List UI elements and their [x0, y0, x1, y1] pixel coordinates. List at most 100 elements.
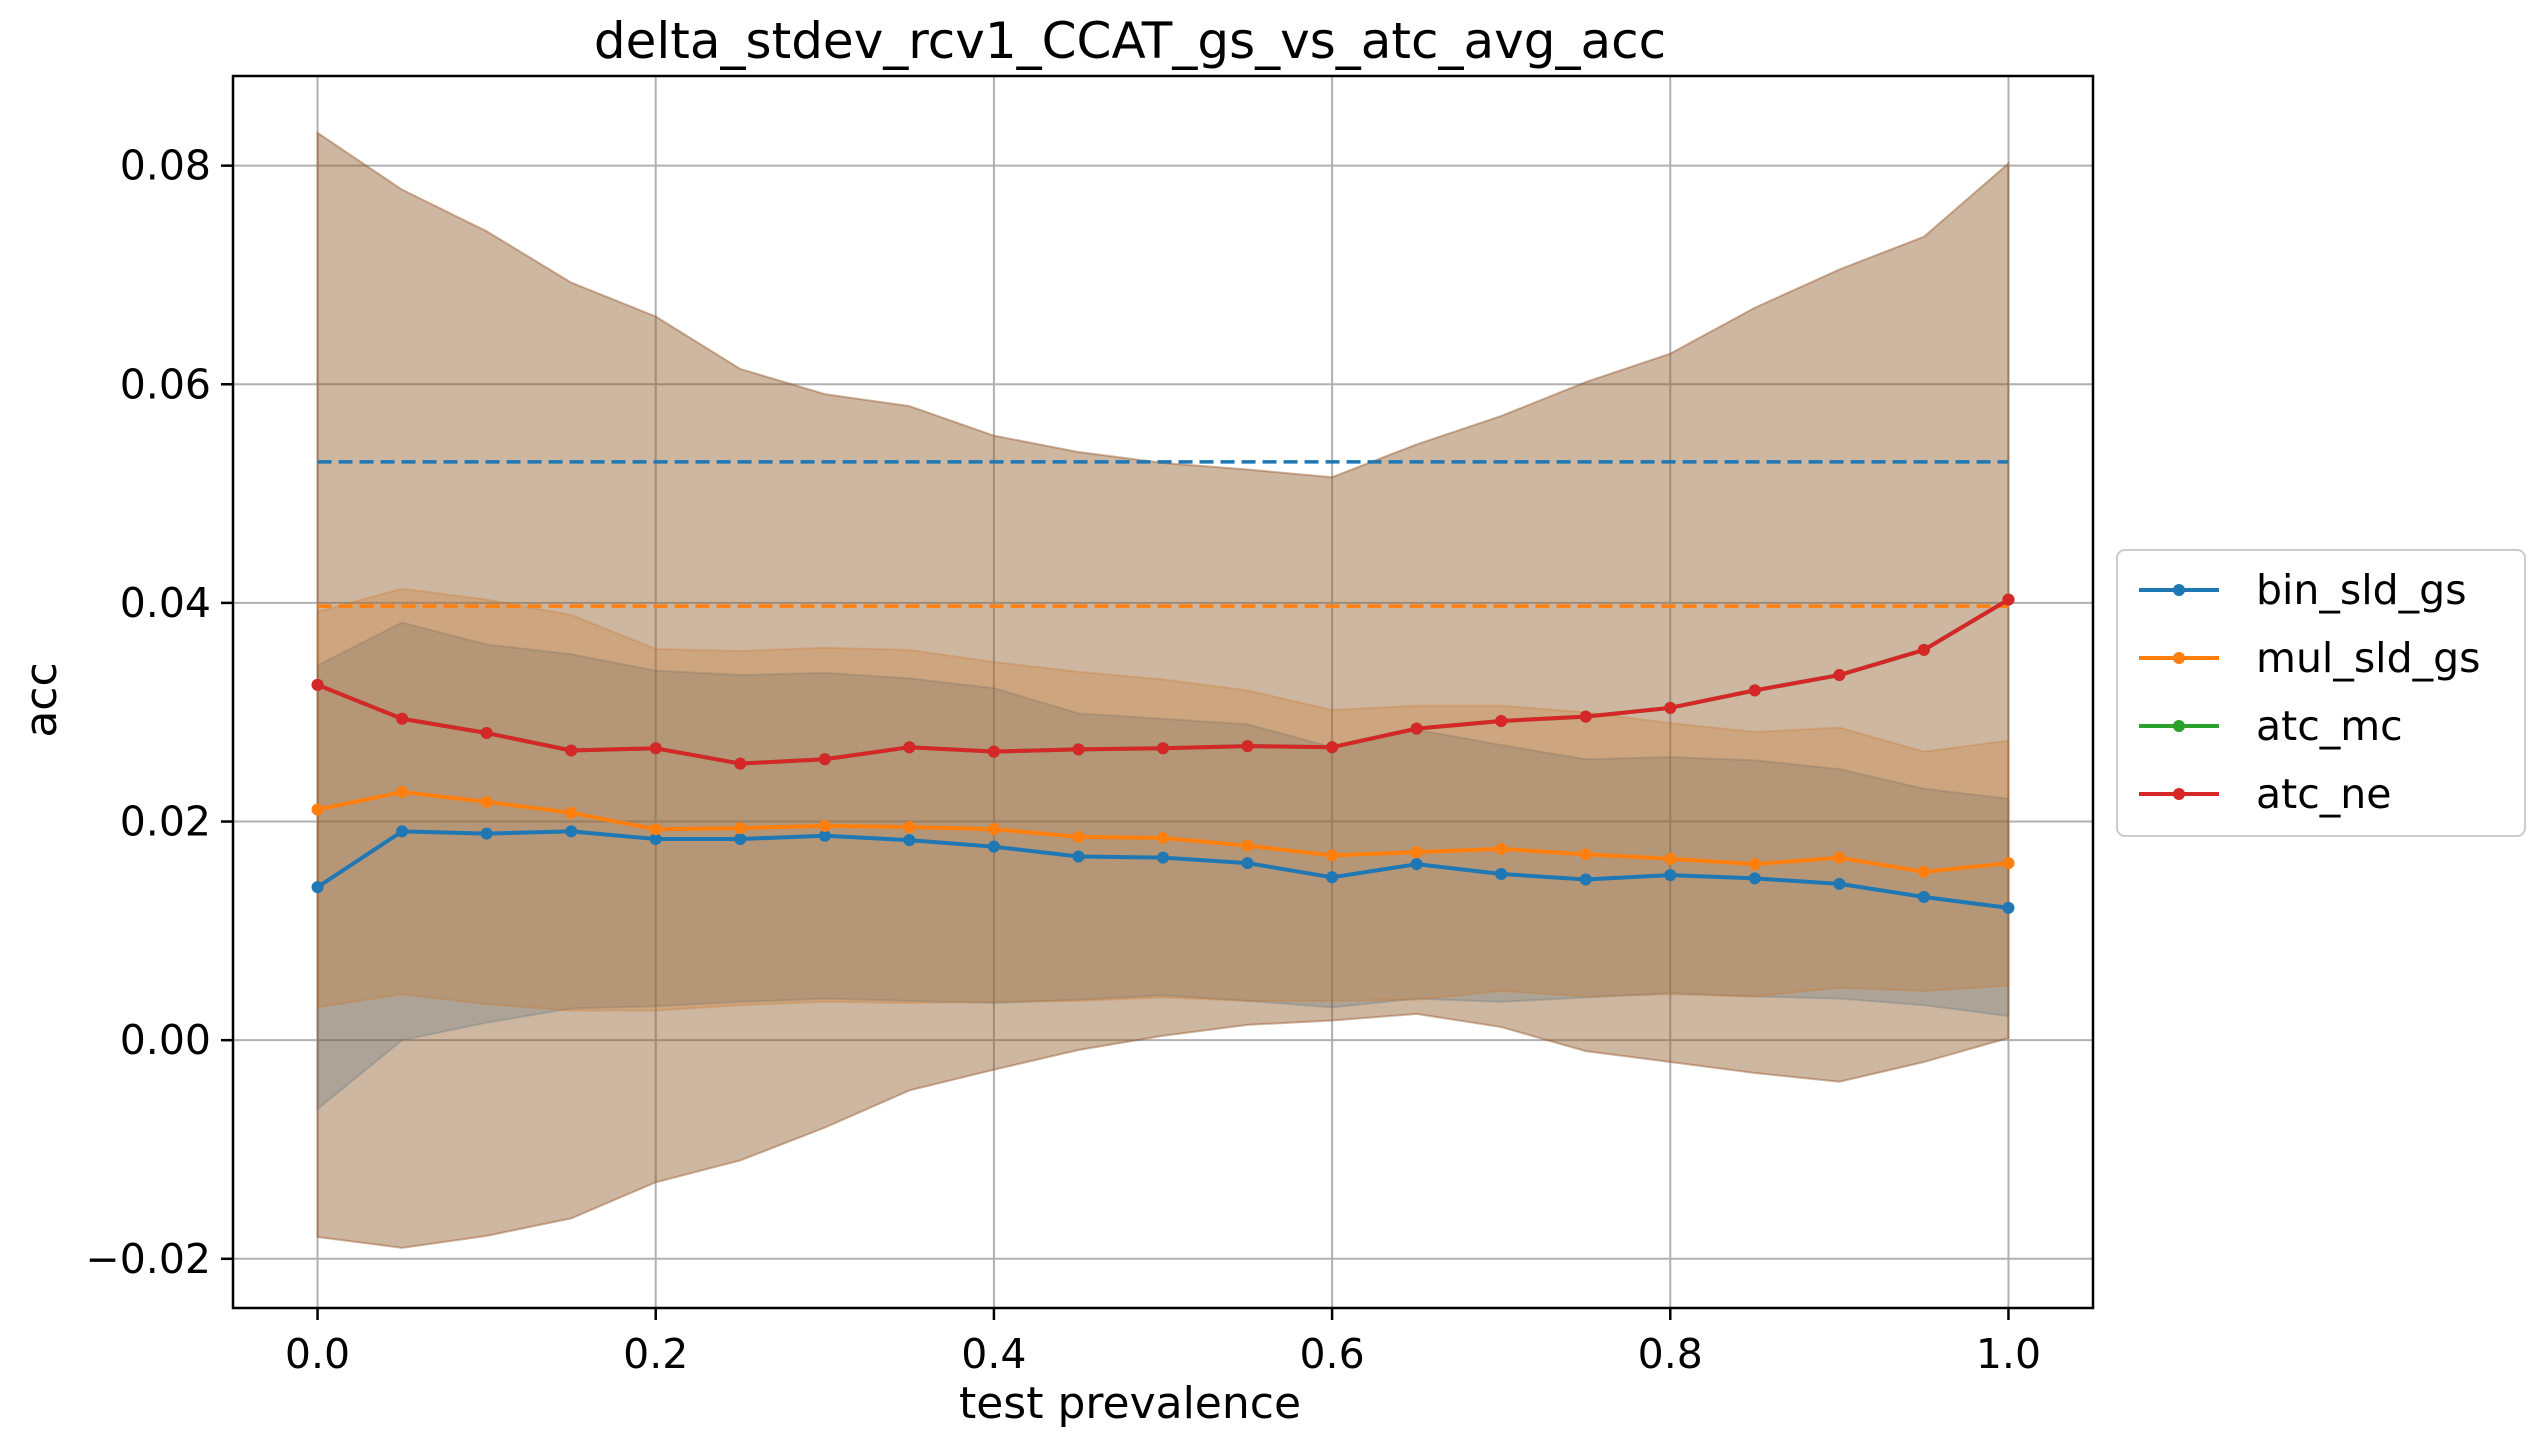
point-mul_sld_gs	[1410, 846, 1423, 859]
x-tick-label: 0.2	[623, 1330, 688, 1378]
point-mul_sld_gs	[1579, 848, 1592, 861]
point-mul_sld_gs	[1495, 842, 1508, 855]
point-atc_ne	[649, 742, 662, 755]
point-atc_ne	[2002, 593, 2015, 606]
y-tick-label: 0.06	[120, 360, 211, 408]
point-atc_ne	[1579, 710, 1592, 723]
point-mul_sld_gs	[480, 795, 493, 808]
point-mul_sld_gs	[1072, 830, 1085, 843]
point-bin_sld_gs	[1157, 851, 1169, 864]
series-bin_sld_gs	[311, 825, 2015, 914]
legend-item-bin_sld_gs: bin_sld_gs	[2139, 566, 2467, 614]
point-bin_sld_gs	[565, 825, 578, 838]
point-bin_sld_gs	[818, 829, 831, 842]
point-bin_sld_gs	[1833, 877, 1846, 890]
point-mul_sld_gs	[1326, 849, 1339, 862]
legend-marker	[2173, 652, 2185, 664]
series-mul_sld_gs	[311, 786, 2015, 878]
legend-label: atc_ne	[2256, 770, 2391, 818]
band-atc_mc	[316, 130, 2010, 1249]
legend-box	[2116, 549, 2526, 837]
point-atc_ne	[1241, 740, 1254, 753]
point-bin_sld_gs	[1326, 871, 1339, 884]
y-tick-label: 0.08	[120, 142, 211, 190]
x-tick-label: 1.0	[1976, 1330, 2041, 1378]
point-mul_sld_gs	[1157, 831, 1169, 844]
point-atc_ne	[311, 678, 324, 691]
grid	[233, 76, 2093, 1308]
point-bin_sld_gs	[734, 833, 747, 846]
point-mul_sld_gs	[649, 823, 662, 836]
point-mul_sld_gs	[565, 806, 578, 819]
y-axis-ticks: −0.02 0.00 0.02 0.04 0.06 0.08	[85, 142, 233, 1283]
legend-label: atc_mc	[2256, 702, 2403, 750]
point-mul_sld_gs	[396, 786, 409, 799]
point-atc_ne	[987, 745, 1000, 758]
x-tick-label: 0.8	[1638, 1330, 1703, 1378]
point-bin_sld_gs	[1495, 868, 1508, 881]
point-mul_sld_gs	[987, 823, 1000, 836]
y-axis-label: acc	[16, 662, 67, 737]
point-atc_ne	[396, 712, 409, 725]
point-mul_sld_gs	[1664, 852, 1677, 865]
point-atc_ne	[1495, 714, 1508, 727]
mean-lines	[317, 460, 2009, 608]
point-bin_sld_gs	[1748, 872, 1761, 885]
point-bin_sld_gs	[2002, 901, 2015, 914]
point-bin_sld_gs	[649, 833, 662, 846]
point-atc_ne	[480, 726, 493, 739]
legend-item-mul_sld_gs: mul_sld_gs	[2139, 634, 2480, 682]
point-atc_ne	[1833, 669, 1846, 682]
point-bin_sld_gs	[903, 834, 916, 847]
point-atc_ne	[818, 753, 831, 766]
y-tick-label: −0.02	[85, 1235, 211, 1283]
confidence-bands	[316, 130, 2010, 1249]
y-tick-label: 0.04	[120, 579, 211, 627]
point-mul_sld_gs	[1748, 858, 1761, 871]
point-atc_ne	[1157, 742, 1169, 755]
point-bin_sld_gs	[1072, 850, 1085, 863]
point-mul_sld_gs	[2002, 857, 2015, 870]
point-atc_ne	[1410, 722, 1423, 735]
legend-marker	[2173, 788, 2185, 800]
point-bin_sld_gs	[1917, 890, 1930, 903]
point-mul_sld_gs	[903, 821, 916, 834]
y-tick-label: 0.00	[120, 1016, 211, 1064]
point-bin_sld_gs	[1241, 857, 1254, 870]
point-mul_sld_gs	[1241, 839, 1254, 852]
point-atc_ne	[1664, 701, 1677, 714]
point-atc_ne	[1748, 684, 1761, 697]
chart-title: delta_stdev_rcv1_CCAT_gs_vs_atc_avg_acc	[594, 12, 1666, 70]
point-mul_sld_gs	[311, 803, 324, 816]
point-bin_sld_gs	[1579, 873, 1592, 886]
point-atc_ne	[903, 741, 916, 754]
point-atc_ne	[734, 757, 747, 770]
legend-label: mul_sld_gs	[2256, 634, 2480, 682]
band-mul_sld_gs	[316, 587, 2010, 1012]
legend-marker	[2173, 584, 2185, 596]
point-atc_ne	[565, 744, 578, 757]
point-atc_ne	[1917, 643, 1930, 656]
point-mul_sld_gs	[734, 822, 747, 835]
point-bin_sld_gs	[480, 827, 493, 840]
point-atc_ne	[1326, 741, 1339, 754]
legend-marker	[2173, 720, 2185, 732]
point-atc_ne	[1072, 743, 1085, 756]
x-tick-label: 0.0	[285, 1330, 350, 1378]
series-atc_ne	[311, 593, 2015, 770]
point-bin_sld_gs	[1410, 858, 1423, 871]
x-axis-label: test prevalence	[959, 1378, 1301, 1429]
plot-frame	[231, 74, 2095, 1310]
band-bin_sld_gs	[316, 621, 2010, 1112]
point-mul_sld_gs	[1833, 851, 1846, 864]
legend-item-atc_ne: atc_ne	[2139, 770, 2391, 818]
point-bin_sld_gs	[311, 881, 324, 894]
point-mul_sld_gs	[1917, 865, 1930, 878]
series-lines	[311, 593, 2015, 914]
x-tick-label: 0.6	[1299, 1330, 1364, 1378]
point-bin_sld_gs	[396, 825, 409, 838]
legend-item-atc_mc: atc_mc	[2139, 702, 2403, 750]
point-bin_sld_gs	[1664, 869, 1677, 882]
band-atc_ne	[316, 130, 2010, 1249]
